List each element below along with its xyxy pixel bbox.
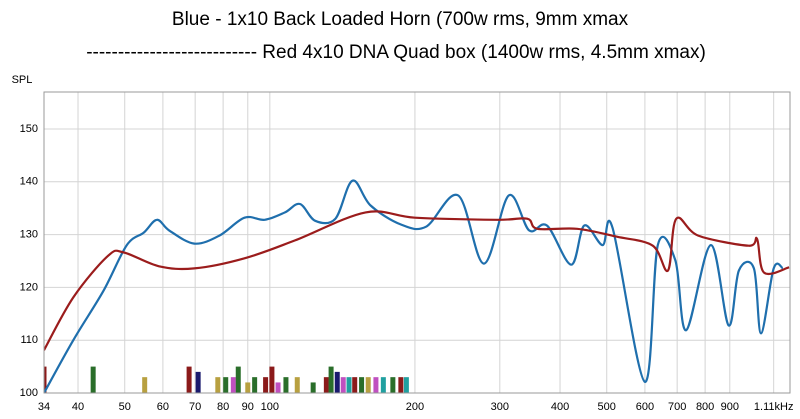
marker-bar xyxy=(230,377,236,393)
marker-bar xyxy=(340,377,346,393)
marker-bar xyxy=(275,382,281,393)
marker-bar xyxy=(294,377,300,393)
y-tick-label: 120 xyxy=(20,281,38,293)
marker-bar xyxy=(323,377,329,393)
x-tick-label: 400 xyxy=(551,401,569,413)
x-tick-label: 600 xyxy=(636,401,654,413)
marker-bar xyxy=(346,377,352,393)
y-tick-label: 140 xyxy=(20,176,38,188)
marker-bar xyxy=(403,377,409,393)
marker-bar xyxy=(263,377,269,393)
x-tick-label: 100 xyxy=(261,401,279,413)
x-tick-label: 50 xyxy=(119,401,131,413)
marks xyxy=(44,179,790,393)
y-tick-label: 100 xyxy=(20,387,38,399)
marker-bar xyxy=(195,371,201,393)
marker-bar xyxy=(223,377,229,393)
series-line xyxy=(44,210,790,351)
marker-bar xyxy=(390,377,396,393)
marker-bar xyxy=(142,377,148,393)
x-tick-label: 80 xyxy=(217,401,229,413)
marker-bar xyxy=(269,366,275,393)
x-tick-label: 300 xyxy=(491,401,509,413)
marker-bar xyxy=(283,377,289,393)
x-tick-label: 70 xyxy=(189,401,201,413)
y-tick-label: 110 xyxy=(20,334,38,346)
marker-bar xyxy=(373,377,379,393)
x-tick-label: 40 xyxy=(72,401,84,413)
series-line xyxy=(44,179,784,393)
chart-title: Blue - 1x10 Back Loaded Horn (700w rms, … xyxy=(172,9,629,30)
marker-bar xyxy=(334,371,340,393)
marker-bar xyxy=(186,366,192,393)
marker-bar xyxy=(328,366,334,393)
x-tick-label: 700 xyxy=(668,401,686,413)
x-tick-label: 500 xyxy=(598,401,616,413)
x-tick-label: 1.11kHz xyxy=(754,401,794,413)
plot-frame xyxy=(43,91,791,394)
marker-bar xyxy=(235,366,241,393)
marker-bar xyxy=(380,377,386,393)
x-tick-label: 800 xyxy=(696,401,714,413)
y-tick-label: 130 xyxy=(20,228,38,240)
marker-bar xyxy=(359,377,365,393)
chart-subtitle: --------------------------- Red 4x10 DNA… xyxy=(86,42,706,63)
marker-bar xyxy=(310,382,316,393)
y-tick-label: 150 xyxy=(20,123,38,135)
marker-bar xyxy=(90,366,96,393)
x-tick-label: 34 xyxy=(38,401,50,413)
y-axis-label: SPL xyxy=(12,74,33,86)
marker-bar xyxy=(352,377,358,393)
x-tick-label: 60 xyxy=(157,401,169,413)
marker-bar xyxy=(398,377,404,393)
x-tick-label: 200 xyxy=(406,401,424,413)
marker-bar xyxy=(245,382,251,393)
marker-bar xyxy=(44,366,47,393)
x-tick-label: 900 xyxy=(721,401,739,413)
marker-bar xyxy=(215,377,221,393)
marker-bar xyxy=(365,377,371,393)
x-tick-label: 90 xyxy=(242,401,254,413)
marker-bar xyxy=(252,377,258,393)
